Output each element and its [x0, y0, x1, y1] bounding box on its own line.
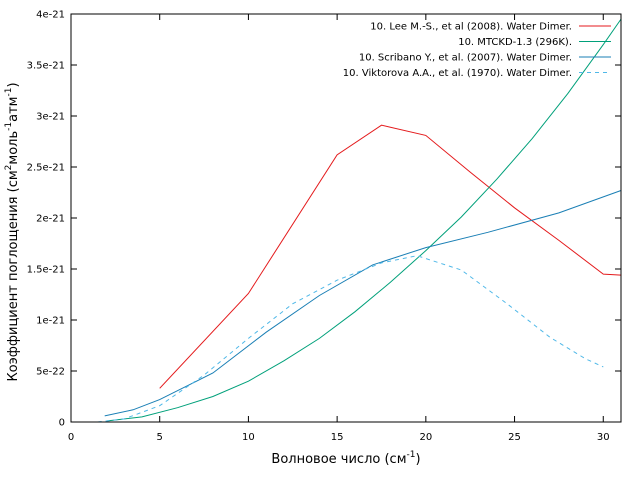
y-axis-label-end: ) [6, 82, 21, 87]
x-tick-label: 5 [157, 432, 163, 443]
y-axis-label-mid2: атм [6, 97, 21, 122]
legend-label-3: 10. Scribano Y., et al. (2007). Water Di… [359, 53, 572, 64]
x-tick-label: 25 [508, 432, 521, 443]
y-tick-label: 2.5e-21 [27, 163, 65, 174]
x-tick-label: 15 [331, 432, 344, 443]
y-axis-label-sup3: -1 [4, 88, 14, 97]
x-axis-label-end: ) [415, 452, 420, 467]
axis-ticks: 0 5 10 15 20 25 30 0 5e-22 1e-21 1.5e-21 2e-21 2.5e-… [27, 10, 621, 443]
y-axis-label-sup1: 2 [4, 165, 14, 171]
series-line-3 [104, 190, 622, 417]
y-tick-label: 5e-22 [36, 367, 65, 378]
x-tick-label: 10 [242, 432, 255, 443]
y-axis-label-sup2: -1 [4, 122, 14, 131]
x-tick-label: 0 [68, 432, 74, 443]
y-tick-label: 4e-21 [36, 10, 65, 21]
y-tick-label: 1e-21 [36, 316, 65, 327]
y-tick-label: 2e-21 [36, 214, 65, 225]
y-tick-label: 0 [59, 418, 65, 429]
y-tick-label: 3.5e-21 [27, 61, 65, 72]
series-line-1 [159, 124, 622, 389]
series-line-2 [106, 18, 622, 422]
legend-label-1: 10. Lee M.-S., et al (2008). Water Dimer… [370, 22, 572, 33]
x-axis-label-text: Волновое число (см [271, 452, 406, 467]
x-tick-label: 30 [597, 432, 610, 443]
plot-frame [70, 13, 622, 423]
y-axis-label-mid1: моль [6, 131, 21, 165]
x-tick-label: 20 [419, 432, 432, 443]
legend-label-4: 10. Viktorova A.A., et al. (1970). Water… [343, 68, 572, 79]
y-tick-label: 3e-21 [36, 112, 65, 123]
y-axis-label-text: Коэффициент поглощения (см [6, 170, 21, 381]
series-line-4 [97, 255, 604, 423]
legend-label-2: 10. MTCKD-1.3 (296K). [458, 37, 572, 48]
y-axis-label: Коэффициент поглощения (см2моль-1атм-1) [4, 82, 21, 381]
x-axis-label: Волновое число (см-1) [271, 450, 420, 467]
x-axis-label-sup: -1 [407, 450, 416, 460]
y-tick-label: 1.5e-21 [27, 265, 65, 276]
series-layer [97, 18, 622, 423]
legend: 10. Lee M.-S., et al (2008). Water Dimer… [343, 22, 611, 79]
